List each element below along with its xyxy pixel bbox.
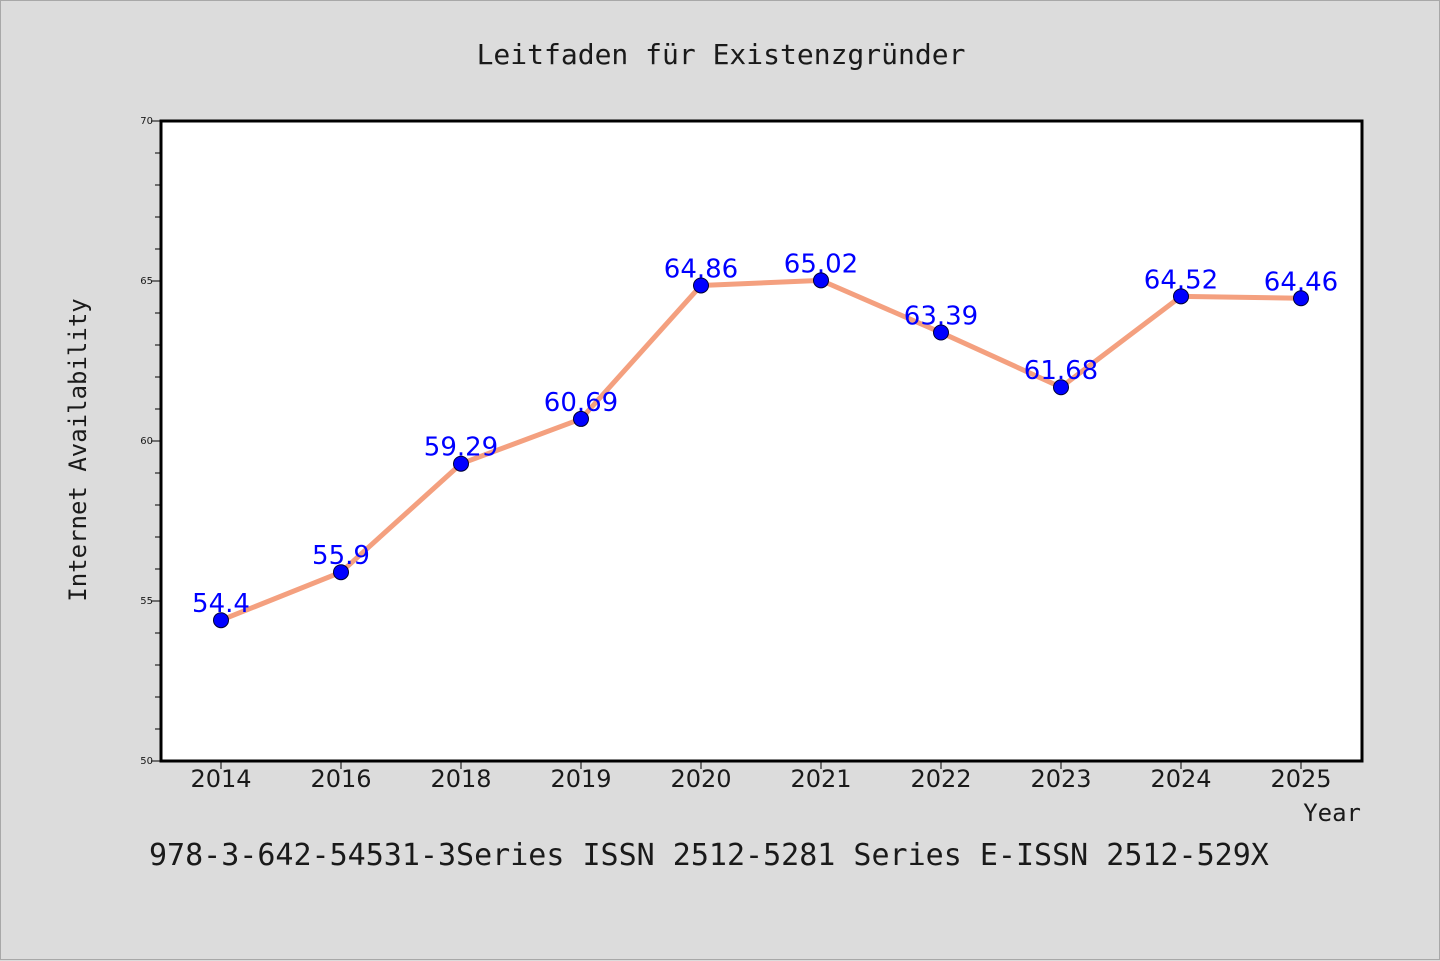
y-tick-label: 60 [140, 436, 153, 447]
data-label: 63.39 [904, 302, 978, 332]
data-label: 55.9 [312, 541, 370, 571]
y-tick-label: 50 [140, 756, 153, 767]
data-point [573, 410, 589, 427]
footer-isbn-text: 978-3-642-54531-3Series ISSN 2512-5281 S… [149, 838, 1269, 873]
data-label: 64.52 [1144, 265, 1218, 295]
x-tick-label: 2014 [190, 765, 251, 793]
y-axis: 50 55 60 65 70 [140, 116, 161, 767]
data-label: 60.69 [544, 388, 618, 418]
y-tick-label: 70 [140, 116, 153, 127]
data-label: 54.4 [192, 589, 250, 619]
x-tick-label: 2024 [1150, 765, 1211, 793]
data-point [693, 277, 709, 294]
series-layer: 54.4 55.9 59.29 60.69 64.86 65.02 63.39 61.68 64… [192, 249, 1338, 629]
x-axis-label: Year [1303, 799, 1361, 827]
x-tick-label: 2021 [790, 765, 851, 793]
data-label: 65.02 [784, 249, 858, 279]
y-tick-label: 55 [140, 596, 153, 607]
x-tick-label: 2019 [550, 765, 611, 793]
x-tick-label: 2022 [910, 765, 971, 793]
data-point [813, 272, 829, 289]
x-tick-label: 2023 [1030, 765, 1091, 793]
x-tick-label: 2018 [430, 765, 491, 793]
plot-area [159, 119, 1364, 763]
data-point [333, 564, 349, 581]
data-point [1053, 379, 1069, 396]
y-axis-label: Internet Availability [64, 298, 92, 601]
data-label: 64.46 [1264, 267, 1338, 297]
data-point [453, 455, 469, 472]
chart-title: Leitfaden für Existenzgründer [477, 38, 966, 71]
x-tick-label: 2025 [1270, 765, 1331, 793]
data-point [1293, 290, 1309, 307]
x-axis: 2014 2016 2018 2019 2020 2021 2022 2023 2024 2025 [190, 761, 1332, 793]
data-point [213, 612, 229, 629]
data-point [933, 324, 949, 341]
data-label: 61.68 [1024, 356, 1098, 386]
x-tick-label: 2016 [310, 765, 371, 793]
data-label: 59.29 [424, 433, 498, 463]
data-label: 64.86 [664, 254, 738, 284]
y-tick-label: 65 [140, 276, 153, 287]
x-tick-label: 2020 [670, 765, 731, 793]
series-line [218, 277, 1304, 623]
data-point [1173, 288, 1189, 305]
